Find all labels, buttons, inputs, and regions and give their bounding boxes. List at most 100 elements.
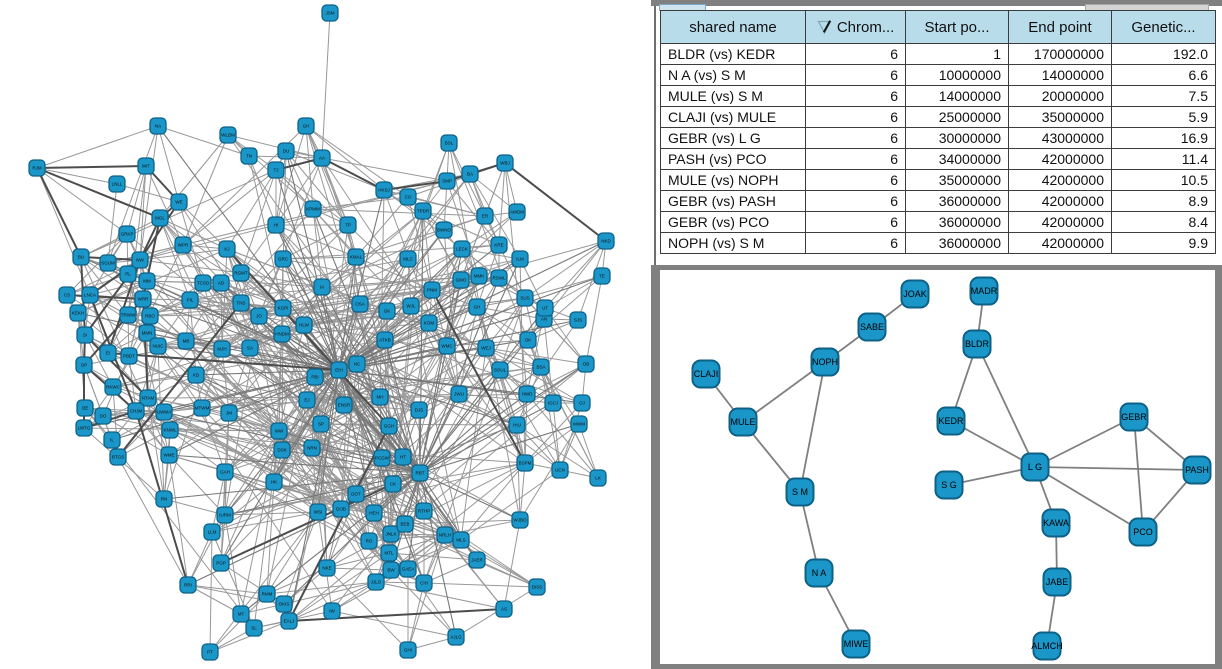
svg-text:IA: IA	[320, 285, 324, 290]
svg-text:PL: PL	[125, 272, 131, 277]
svg-text:HKSJ: HKSJ	[378, 188, 390, 193]
svg-text:GH: GH	[474, 305, 481, 310]
svg-text:DJS: DJS	[415, 408, 424, 413]
svg-text:NTAM: NTAM	[142, 396, 155, 401]
svg-text:SA: SA	[247, 346, 253, 351]
svg-text:SJS: SJS	[574, 318, 582, 323]
svg-text:PNM: PNM	[427, 288, 437, 293]
svg-text:SABE: SABE	[860, 322, 884, 332]
svg-text:KEDR: KEDR	[938, 416, 964, 426]
svg-text:PCGW: PCGW	[375, 456, 390, 461]
svg-text:LWTG: LWTG	[78, 426, 91, 431]
svg-text:DU: DU	[283, 149, 290, 154]
svg-text:SMP: SMP	[442, 179, 452, 184]
svg-text:UCN: UCN	[555, 468, 565, 473]
svg-text:ER: ER	[482, 214, 489, 219]
svg-text:MB: MB	[183, 339, 190, 344]
svg-text:JM: JM	[226, 411, 232, 416]
svg-text:KEKH: KEKH	[72, 311, 84, 316]
svg-text:WW: WW	[275, 429, 284, 434]
svg-text:CIH: CIH	[420, 581, 428, 586]
svg-text:EIH: EIH	[335, 368, 343, 373]
svg-text:TJ: TJ	[274, 168, 279, 173]
svg-text:HI: HI	[274, 223, 279, 228]
svg-text:NKE: NKE	[322, 566, 331, 571]
svg-text:GMO: GMO	[456, 278, 467, 283]
svg-text:WLBM: WLBM	[221, 133, 235, 138]
svg-text:AS: AS	[501, 607, 507, 612]
svg-text:WPR: WPR	[178, 243, 189, 248]
svg-text:MJH: MJH	[217, 347, 226, 352]
svg-text:RGMT: RGMT	[234, 271, 247, 276]
svg-text:SP: SP	[318, 422, 324, 427]
svg-text:JOAK: JOAK	[903, 289, 927, 299]
svg-text:PT: PT	[207, 650, 213, 655]
svg-text:BSL: BSL	[445, 141, 454, 146]
svg-text:JSM: JSM	[326, 11, 335, 16]
svg-text:IGCJ: IGCJ	[548, 401, 558, 406]
svg-text:RTHP: RTHP	[418, 509, 430, 514]
svg-text:PGP: PGP	[216, 561, 226, 566]
svg-text:RKWC: RKWC	[106, 385, 120, 390]
svg-text:TRWW: TRWW	[121, 313, 136, 318]
svg-text:BW: BW	[387, 568, 395, 573]
svg-text:LLM: LLM	[208, 530, 217, 535]
svg-text:KJ: KJ	[224, 247, 229, 252]
svg-text:NRLH: NRLH	[439, 533, 451, 538]
svg-text:MADR: MADR	[971, 286, 998, 296]
svg-text:MT: MT	[238, 612, 245, 617]
svg-text:WEJ: WEJ	[481, 346, 491, 351]
svg-text:KOM: KOM	[424, 321, 435, 326]
svg-text:DIJB: DIJB	[336, 507, 346, 512]
svg-text:GHI: GHI	[404, 648, 412, 653]
svg-text:RBO: RBO	[145, 314, 155, 319]
svg-text:CO: CO	[405, 195, 412, 200]
svg-text:DOT: DOT	[351, 492, 361, 497]
svg-text:GAEA: GAEA	[402, 567, 415, 572]
svg-text:AA: AA	[319, 156, 325, 161]
svg-text:GK: GK	[384, 309, 391, 314]
svg-text:WMC: WMC	[441, 344, 453, 349]
svg-text:IL: IL	[110, 438, 114, 443]
svg-text:NKD: NKD	[601, 239, 611, 244]
svg-text:TN: TN	[246, 154, 252, 159]
svg-text:MMK: MMK	[474, 274, 485, 279]
svg-text:N A: N A	[812, 568, 827, 578]
svg-text:GEBR: GEBR	[1121, 412, 1147, 422]
svg-text:KPMM: KPMM	[306, 207, 320, 212]
svg-text:DO: DO	[100, 414, 107, 419]
svg-text:GRKP: GRKP	[121, 232, 134, 237]
svg-text:ALMCH: ALMCH	[1031, 641, 1063, 651]
svg-text:GGH: GGH	[384, 424, 394, 429]
svg-text:PBDT: PBDT	[123, 354, 135, 359]
svg-text:RN: RN	[161, 497, 168, 502]
svg-text:OSA: OSA	[355, 302, 365, 307]
svg-text:TNS: TNS	[237, 301, 246, 306]
svg-text:ENSR: ENSR	[338, 403, 351, 408]
svg-text:JJLO: JJLO	[371, 580, 382, 585]
svg-text:EALJ: EALJ	[284, 619, 295, 624]
svg-text:SGUM: SGUM	[101, 261, 115, 266]
svg-text:BEB: BEB	[400, 522, 409, 527]
svg-text:RSWL: RSWL	[492, 276, 505, 281]
svg-text:CK: CK	[390, 482, 396, 487]
svg-text:MULE: MULE	[730, 417, 755, 427]
svg-text:MTWM: MTWM	[195, 406, 210, 411]
svg-text:UWMA: UWMA	[157, 410, 171, 415]
svg-text:CLAJI: CLAJI	[694, 369, 719, 379]
svg-text:LECK: LECK	[456, 247, 468, 252]
svg-text:HIU: HIU	[513, 423, 521, 428]
svg-text:NUIC: NUIC	[153, 344, 165, 349]
svg-text:HLW: HLW	[299, 323, 309, 328]
svg-text:BSA: BSA	[536, 365, 545, 370]
svg-text:NRN: NRN	[307, 446, 317, 451]
svg-text:TE: TE	[599, 274, 605, 279]
svg-text:AN: AN	[541, 317, 547, 322]
svg-text:HT: HT	[400, 455, 406, 460]
svg-text:L G: L G	[1028, 462, 1042, 472]
svg-text:NOPH: NOPH	[812, 357, 838, 367]
svg-text:SUS: SUS	[520, 296, 529, 301]
svg-text:WJBO: WJBO	[514, 518, 527, 523]
svg-text:PASH: PASH	[1185, 465, 1209, 475]
svg-text:PBI: PBI	[311, 375, 318, 380]
